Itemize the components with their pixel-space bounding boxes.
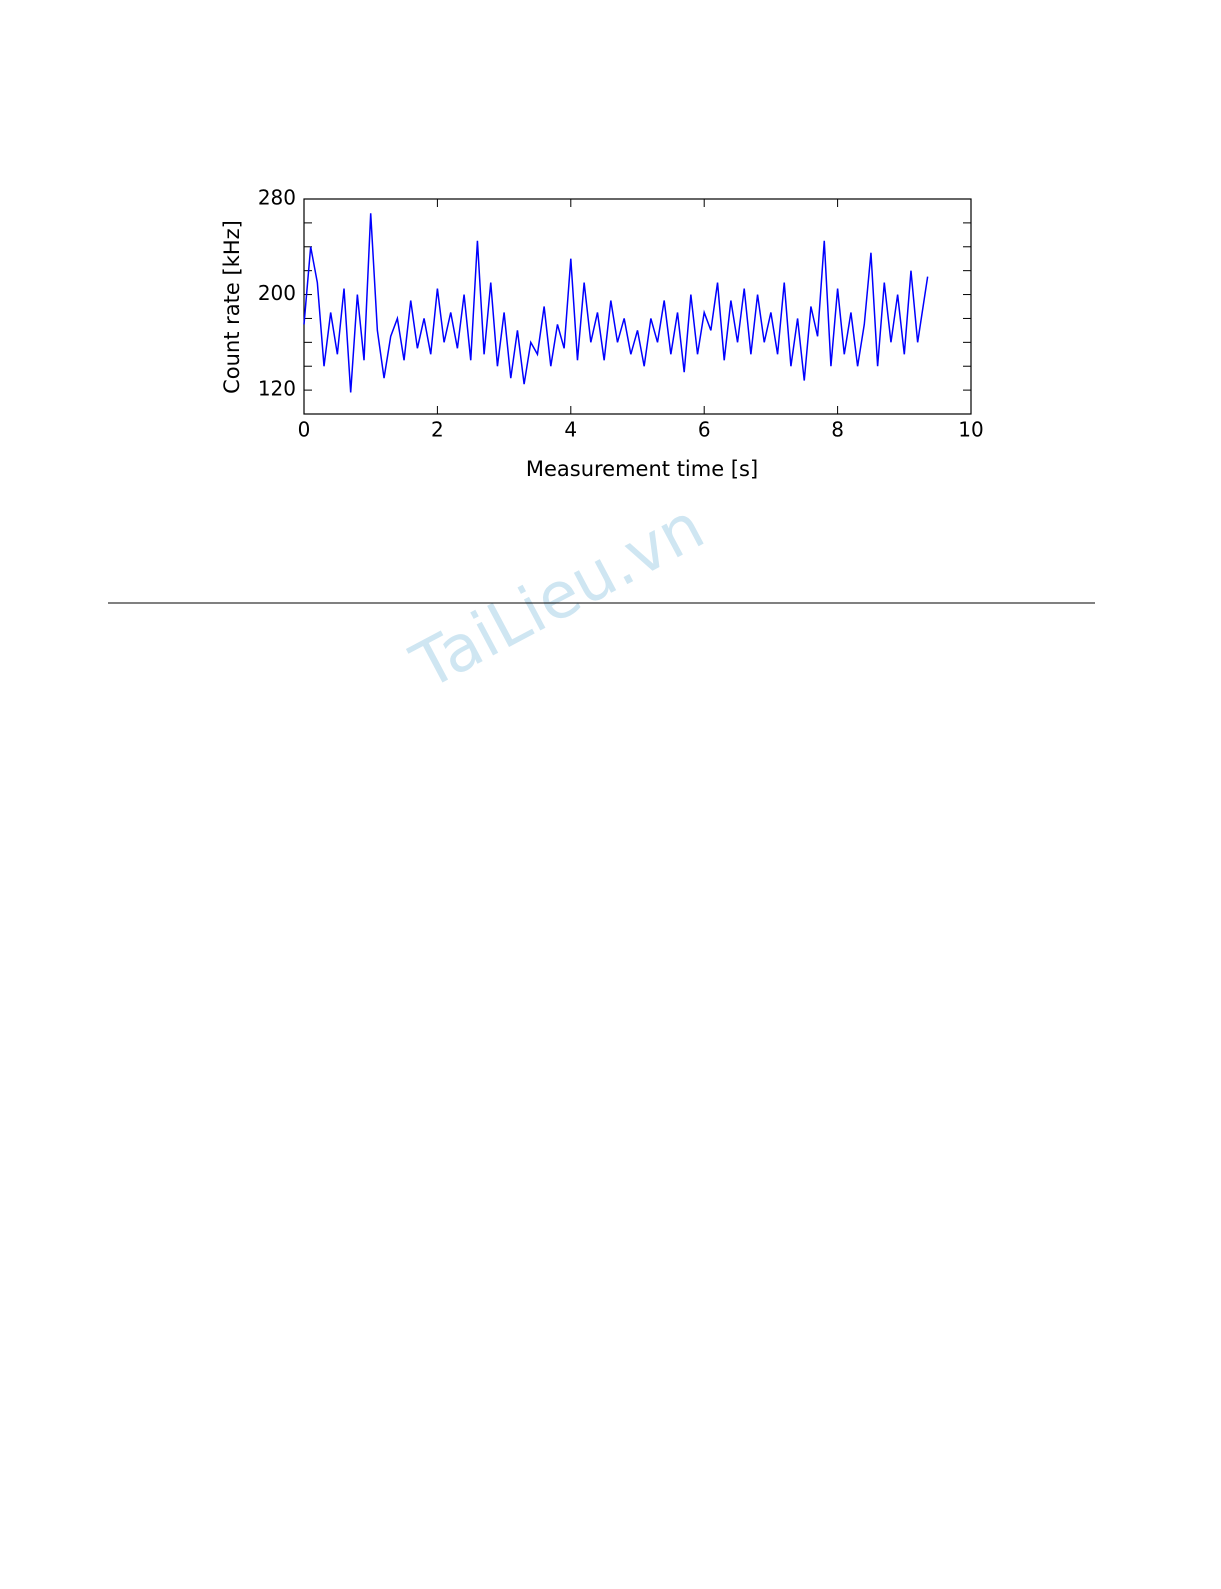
x-axis-label: Measurement time [s] (526, 457, 758, 481)
data-line (303, 213, 929, 393)
watermark: TaiLieu.vn (400, 490, 716, 705)
x-tick-label: 10 (958, 418, 983, 442)
x-tick-label: 6 (698, 418, 711, 442)
y-tick-label: 200 (258, 281, 296, 305)
x-tick-label: 0 (298, 418, 311, 442)
y-tick-label: 280 (258, 186, 296, 210)
plot-frame (303, 198, 972, 415)
y-tick-label: 120 (258, 377, 296, 401)
x-tick-label: 2 (431, 418, 444, 442)
y-axis-label: Count rate [kHz] (220, 220, 244, 394)
x-tick-label: 8 (831, 418, 844, 442)
x-tick-label: 4 (564, 418, 577, 442)
